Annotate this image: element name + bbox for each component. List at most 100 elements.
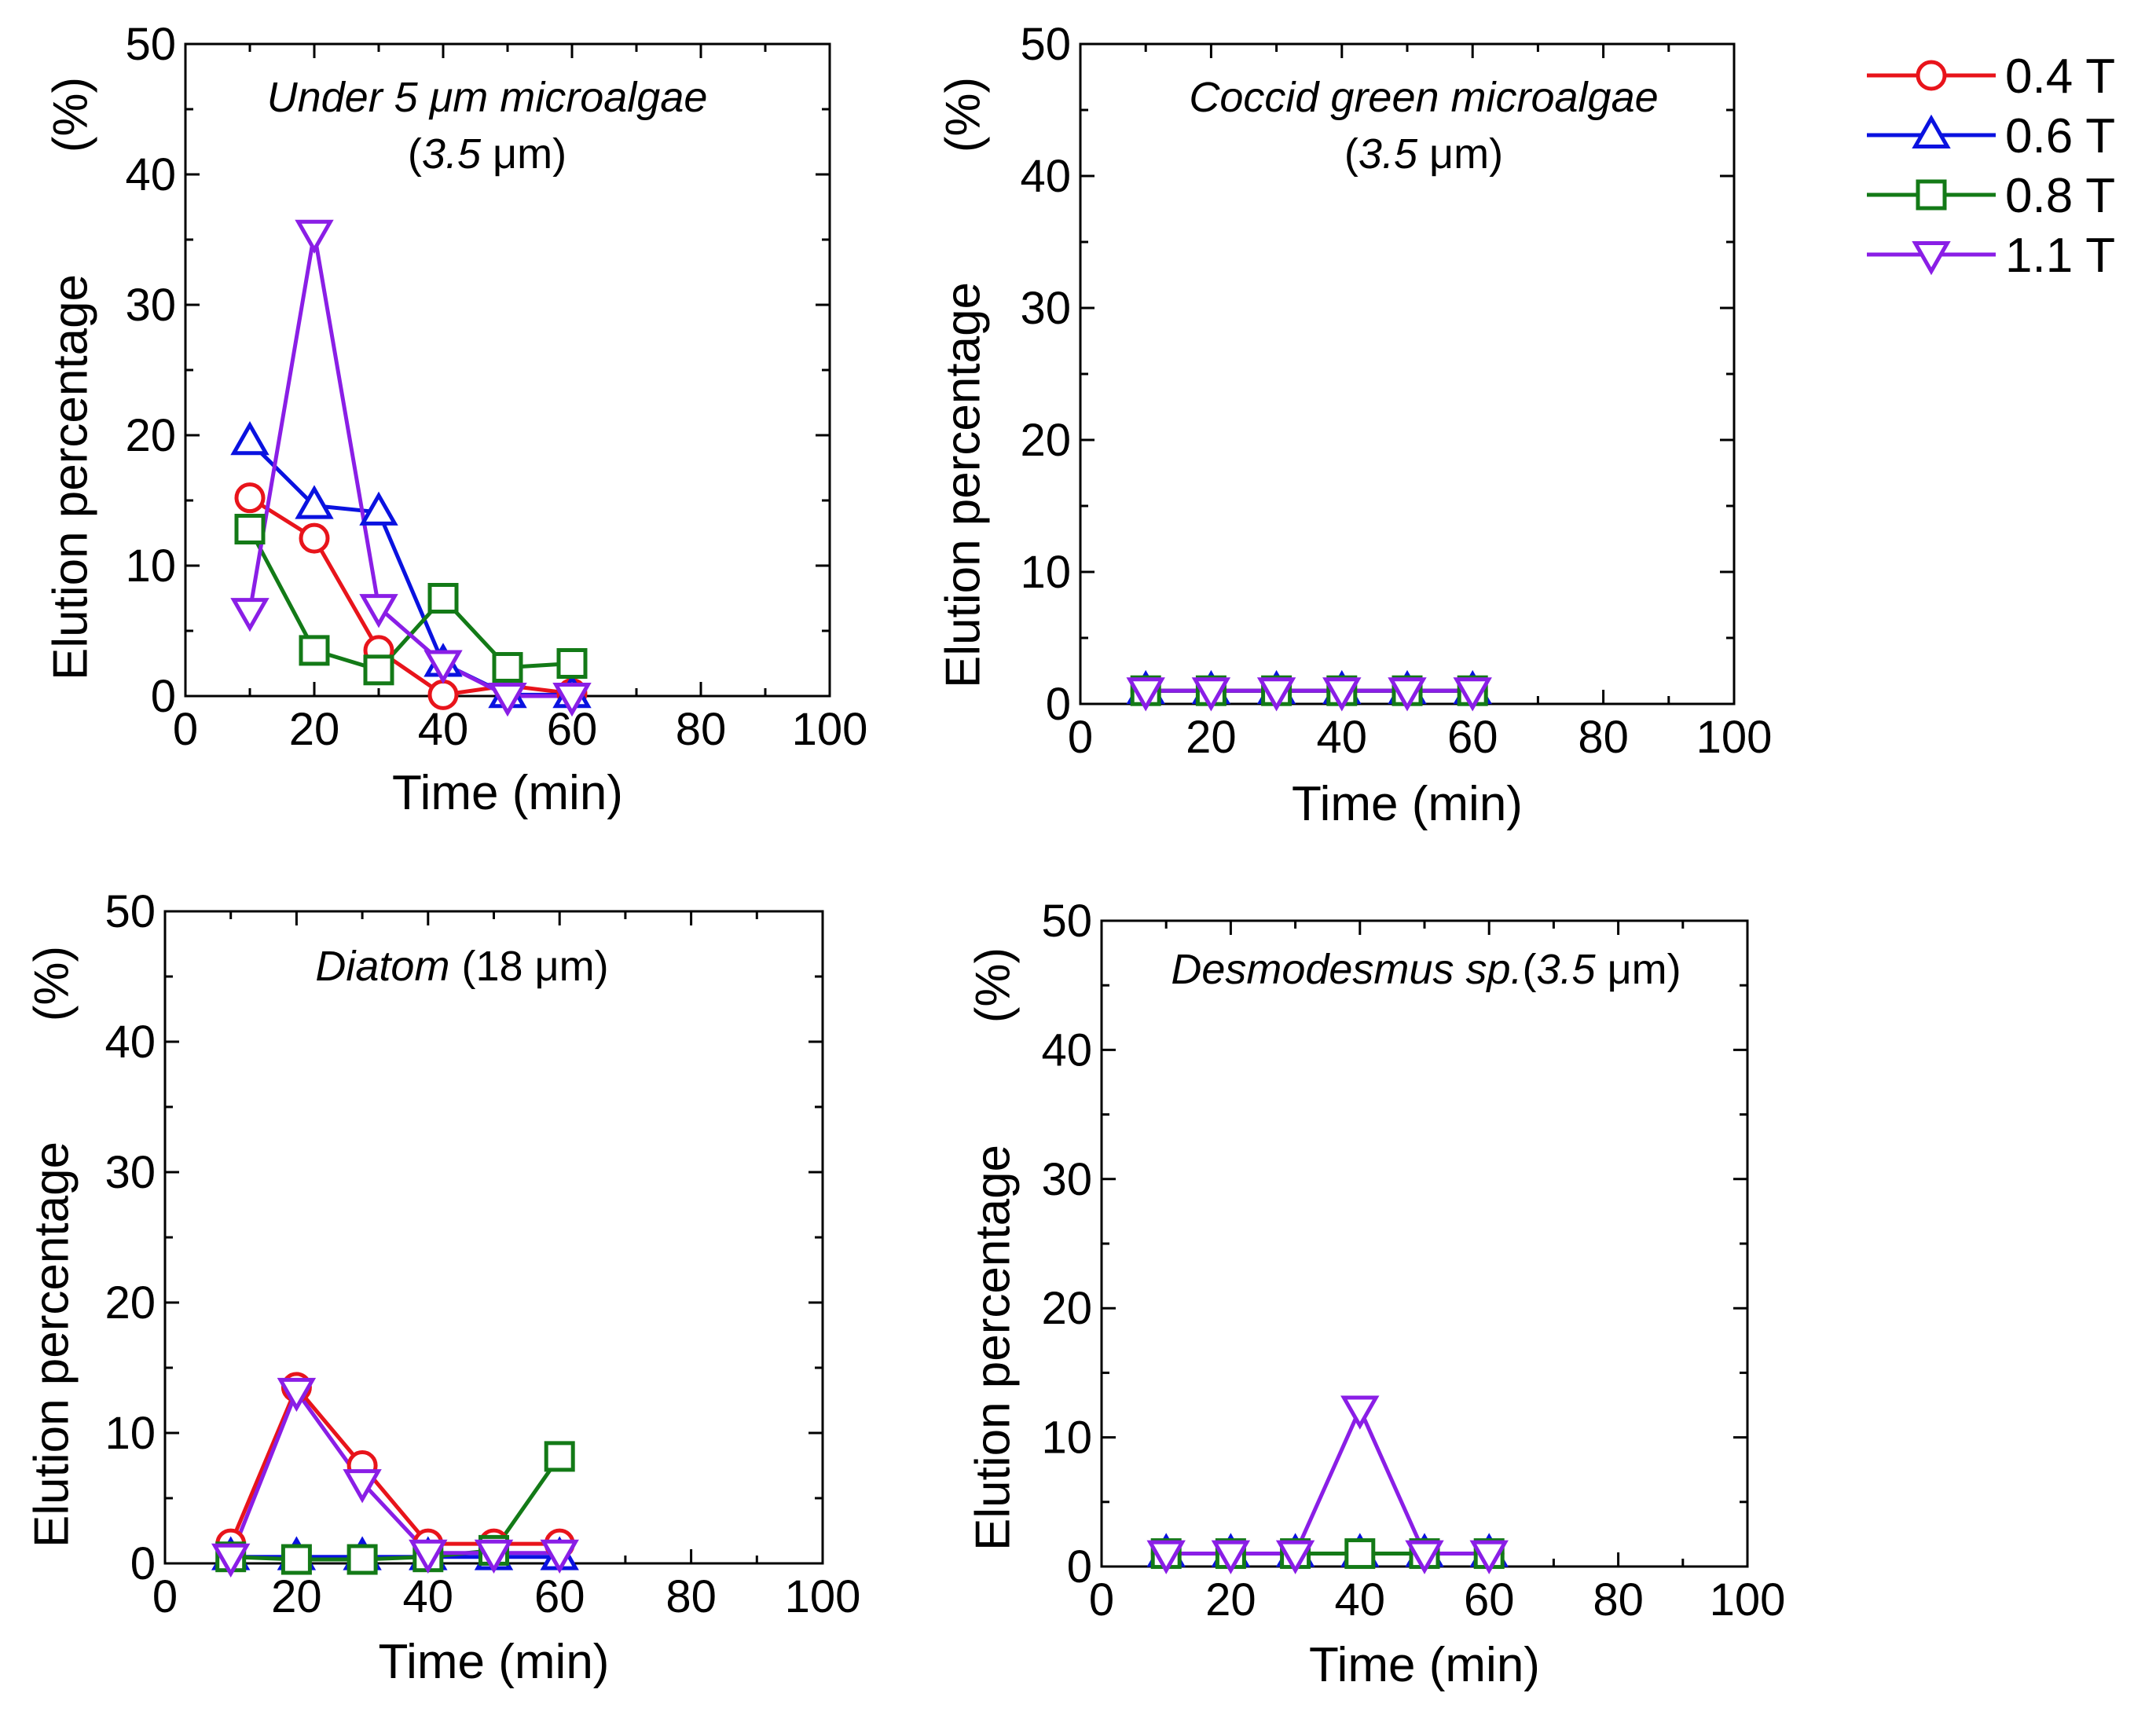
data-point-1-1-t: [277, 1377, 317, 1413]
y-tick-label: 30: [125, 280, 176, 331]
series-lines: [1166, 1406, 1490, 1556]
data-point-0-8-t: [363, 654, 394, 686]
legend-label: 0.4 T: [2005, 49, 2115, 104]
series-markers: [230, 219, 592, 717]
legend-marker: [1916, 179, 1947, 211]
data-point-1-1-t: [295, 219, 334, 254]
panel-title: Coccid green microalgae: [1189, 74, 1658, 121]
data-point-1-1-t: [540, 1539, 579, 1574]
data-point-1-1-t: [488, 683, 527, 717]
x-tick-label: 40: [418, 704, 469, 755]
data-point-0-4-t: [299, 522, 330, 554]
y-tick-label: 30: [104, 1147, 156, 1198]
series-markers: [1126, 669, 1492, 712]
legend-entry-0-6-t: 0.6 T: [1867, 109, 2115, 163]
y-axis-unit: (%): [25, 946, 79, 1021]
data-point-0-6-t: [295, 485, 334, 519]
series-line-0-6-t: [248, 440, 572, 697]
x-tick-label: 40: [1317, 712, 1368, 763]
x-axis-label: Time (min): [1292, 777, 1523, 831]
x-tick-label: 100: [785, 1571, 861, 1622]
y-axis-unit: (%): [966, 947, 1021, 1023]
x-axis-label: Time (min): [379, 1635, 610, 1689]
data-point-1-1-t: [1256, 677, 1296, 712]
x-tick-label: 20: [1205, 1574, 1256, 1625]
x-tick-label: 0: [1089, 1574, 1114, 1625]
x-tick-label: 60: [1464, 1574, 1515, 1625]
data-point-1-1-t: [424, 650, 463, 684]
x-tick-label: 80: [666, 1571, 717, 1622]
x-axis-label: Time (min): [1309, 1638, 1540, 1692]
x-tick-label: 0: [1068, 712, 1093, 763]
legend: 0.4 T0.6 T 0.8 T 1.1 T: [1867, 49, 2115, 283]
x-tick-label: 60: [1447, 712, 1498, 763]
legend-label: 0.8 T: [2005, 169, 2115, 223]
y-tick-label: 0: [130, 1538, 156, 1589]
panel-subtitle: (3.5 μm): [408, 130, 566, 178]
y-tick-label: 50: [125, 19, 176, 70]
x-tick-label: 100: [1696, 712, 1773, 763]
y-tick-label: 10: [1041, 1413, 1092, 1464]
data-point-1-1-t: [230, 598, 270, 632]
data-point-1-1-t: [1146, 1540, 1186, 1574]
data-point-1-1-t: [211, 1543, 251, 1578]
data-point-1-1-t: [1340, 1395, 1380, 1430]
y-tick-label: 20: [1020, 415, 1071, 466]
data-point-0-4-t: [427, 679, 459, 710]
series-line-0-8-t: [248, 528, 573, 672]
data-point-0-8-t: [492, 651, 523, 683]
x-tick-label: 20: [1186, 712, 1237, 763]
data-point-1-1-t: [343, 1469, 382, 1504]
y-tick-label: 50: [1020, 19, 1071, 70]
legend-label: 0.6 T: [2005, 109, 2115, 163]
series-markers: [211, 1372, 579, 1578]
plot-frame: [1100, 919, 1749, 1568]
y-tick-label: 20: [1041, 1283, 1092, 1334]
x-tick-label: 0: [152, 1571, 178, 1622]
data-point-0-4-t: [234, 482, 266, 514]
data-point-1-1-t: [409, 1539, 448, 1574]
data-point-0-8-t: [544, 1441, 575, 1472]
x-tick-label: 60: [534, 1571, 585, 1622]
y-tick-label: 50: [104, 886, 156, 937]
series-line-1-1-t: [1166, 1406, 1490, 1556]
y-axis-label: Elution percentage: [937, 282, 991, 688]
x-axis-label: Time (min): [392, 766, 623, 820]
data-point-1-1-t: [474, 1539, 514, 1574]
legend-entry-1-1-t: 1.1 T: [1867, 229, 2115, 283]
data-point-1-1-t: [1405, 1540, 1444, 1574]
y-tick-label: 10: [1020, 547, 1071, 598]
x-tick-label: 40: [403, 1571, 454, 1622]
y-tick-label: 40: [1041, 1024, 1092, 1076]
y-axis-label: Elution percentage: [44, 274, 98, 680]
y-tick-label: 20: [125, 410, 176, 461]
x-tick-label: 20: [289, 704, 340, 755]
series-line-1-1-t: [248, 231, 572, 698]
y-tick-label: 40: [125, 149, 176, 200]
legend-marker: [1916, 60, 1947, 91]
panel-title: Desmodesmus sp.(3.5 μm): [1171, 946, 1681, 993]
y-axis-label: Elution percentage: [966, 1145, 1021, 1551]
x-tick-label: 100: [792, 704, 868, 755]
x-tick-label: 80: [1593, 1574, 1644, 1625]
data-point-1-1-t: [1126, 677, 1165, 712]
y-tick-label: 30: [1041, 1154, 1092, 1205]
y-tick-label: 0: [1067, 1541, 1092, 1592]
y-tick-label: 10: [125, 541, 176, 592]
data-point-1-1-t: [1453, 677, 1492, 712]
x-tick-label: 40: [1335, 1574, 1386, 1625]
panel-subtitle: (3.5 μm): [1344, 130, 1503, 178]
data-point-0-8-t: [234, 514, 266, 545]
x-tick-label: 20: [271, 1571, 322, 1622]
data-point-1-1-t: [1469, 1540, 1509, 1574]
y-axis-unit: (%): [44, 77, 98, 152]
y-tick-label: 50: [1041, 896, 1092, 947]
data-point-1-1-t: [1388, 677, 1427, 712]
data-point-1-1-t: [552, 683, 592, 717]
x-tick-label: 80: [676, 704, 727, 755]
y-tick-label: 40: [104, 1017, 156, 1068]
data-point-1-1-t: [1211, 1540, 1251, 1574]
